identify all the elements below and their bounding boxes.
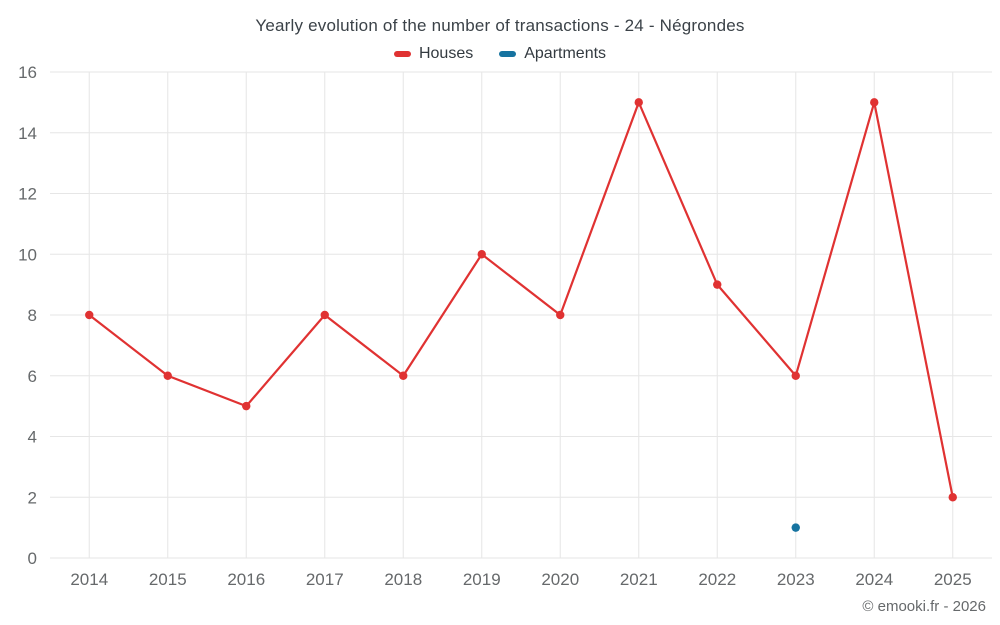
legend-label-houses: Houses xyxy=(418,45,474,62)
data-point-apartments[interactable] xyxy=(791,523,800,532)
data-point-houses[interactable] xyxy=(634,98,643,107)
x-tick-label: 2023 xyxy=(777,570,815,589)
data-point-houses[interactable] xyxy=(556,310,565,320)
x-tick-label: 2024 xyxy=(855,570,893,589)
y-tick-label: 8 xyxy=(28,306,37,325)
legend-item-apartments[interactable]: Apartments xyxy=(499,45,606,63)
x-tick-label: 2020 xyxy=(541,570,579,589)
x-tick-label: 2015 xyxy=(149,570,187,589)
apartments-series-swatch xyxy=(499,51,517,57)
y-tick-label: 0 xyxy=(28,549,37,568)
data-point-houses[interactable] xyxy=(399,371,408,380)
x-tick-label: 2017 xyxy=(306,570,344,589)
data-point-houses[interactable] xyxy=(85,310,94,320)
y-tick-label: 14 xyxy=(18,124,37,143)
data-point-houses[interactable] xyxy=(791,371,800,380)
x-tick-label: 2016 xyxy=(227,570,265,589)
chart-legend: Houses Apartments xyxy=(0,45,1000,63)
chart-title: Yearly evolution of the number of transa… xyxy=(255,16,745,35)
series-line-houses xyxy=(88,101,954,499)
houses-series-swatch xyxy=(393,51,411,57)
legend-item-houses[interactable]: Houses xyxy=(393,45,474,63)
data-point-houses[interactable] xyxy=(163,371,172,380)
x-tick-label: 2018 xyxy=(384,570,422,589)
data-point-houses[interactable] xyxy=(870,98,879,107)
footer-credit: © emooki.fr - 2026 xyxy=(862,598,986,615)
y-tick-label: 2 xyxy=(28,488,37,507)
y-tick-label: 6 xyxy=(28,367,37,386)
x-tick-label: 2021 xyxy=(620,570,658,589)
data-point-houses[interactable] xyxy=(477,250,486,259)
data-point-houses[interactable] xyxy=(320,310,329,320)
data-point-houses[interactable] xyxy=(948,493,957,502)
x-tick-label: 2019 xyxy=(463,570,501,589)
y-tick-label: 4 xyxy=(28,428,37,447)
y-tick-label: 10 xyxy=(18,245,37,264)
x-tick-label: 2022 xyxy=(698,570,736,589)
data-point-houses[interactable] xyxy=(713,280,722,289)
data-point-houses[interactable] xyxy=(242,401,251,411)
y-tick-label: 16 xyxy=(18,63,37,82)
x-tick-label: 2014 xyxy=(70,570,108,589)
legend-label-apartments: Apartments xyxy=(524,45,607,62)
y-tick-label: 12 xyxy=(18,185,37,204)
x-tick-label: 2025 xyxy=(934,570,972,589)
